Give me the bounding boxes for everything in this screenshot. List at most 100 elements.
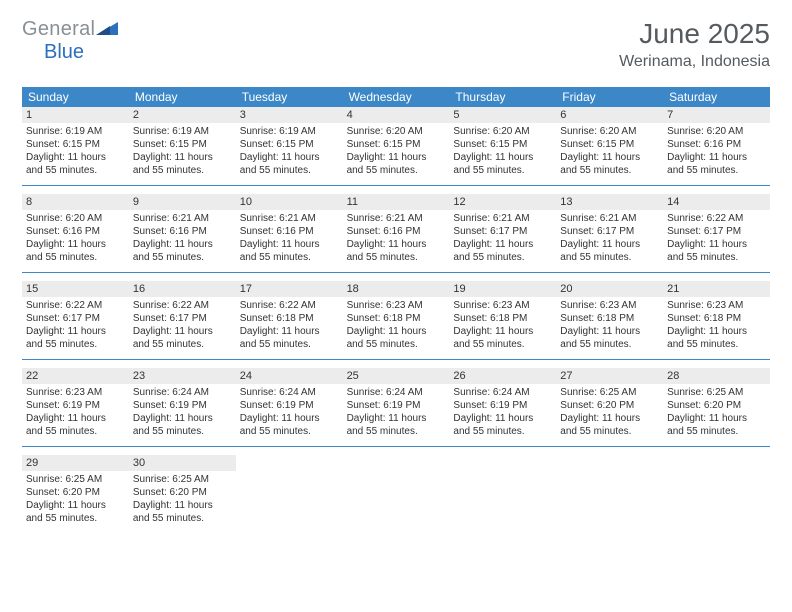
- daylight-line: Daylight: 11 hours and 55 minutes.: [453, 412, 552, 438]
- daylight-line: Daylight: 11 hours and 55 minutes.: [133, 238, 232, 264]
- header: General Blue June 2025 Werinama, Indones…: [22, 18, 770, 71]
- sunset-line: Sunset: 6:16 PM: [667, 138, 766, 151]
- daylight-line: Daylight: 11 hours and 55 minutes.: [26, 238, 125, 264]
- sunrise-line: Sunrise: 6:23 AM: [26, 386, 125, 399]
- sunset-line: Sunset: 6:18 PM: [667, 312, 766, 325]
- sunrise-line: Sunrise: 6:21 AM: [240, 212, 339, 225]
- daylight-line: Daylight: 11 hours and 55 minutes.: [347, 238, 446, 264]
- day-body: Sunrise: 6:20 AMSunset: 6:15 PMDaylight:…: [556, 125, 663, 177]
- day-cell: 17Sunrise: 6:22 AMSunset: 6:18 PMDayligh…: [236, 281, 343, 359]
- daylight-line: Daylight: 11 hours and 55 minutes.: [667, 412, 766, 438]
- day-body: Sunrise: 6:21 AMSunset: 6:17 PMDaylight:…: [449, 212, 556, 264]
- day-body: Sunrise: 6:24 AMSunset: 6:19 PMDaylight:…: [449, 386, 556, 438]
- sunset-line: Sunset: 6:19 PM: [347, 399, 446, 412]
- sunset-line: Sunset: 6:16 PM: [347, 225, 446, 238]
- sunrise-line: Sunrise: 6:19 AM: [133, 125, 232, 138]
- daylight-line: Daylight: 11 hours and 55 minutes.: [347, 151, 446, 177]
- day-body: Sunrise: 6:23 AMSunset: 6:18 PMDaylight:…: [556, 299, 663, 351]
- day-body: Sunrise: 6:23 AMSunset: 6:18 PMDaylight:…: [343, 299, 450, 351]
- day-number: 20: [556, 281, 663, 297]
- sunrise-line: Sunrise: 6:20 AM: [26, 212, 125, 225]
- daylight-line: Daylight: 11 hours and 55 minutes.: [240, 238, 339, 264]
- daylight-line: Daylight: 11 hours and 55 minutes.: [133, 412, 232, 438]
- sunset-line: Sunset: 6:16 PM: [26, 225, 125, 238]
- day-body: Sunrise: 6:24 AMSunset: 6:19 PMDaylight:…: [129, 386, 236, 438]
- day-body: Sunrise: 6:25 AMSunset: 6:20 PMDaylight:…: [129, 473, 236, 525]
- sunset-line: Sunset: 6:15 PM: [347, 138, 446, 151]
- day-cell: 23 Sunrise: 6:24 AMSunset: 6:19 PMDayligh…: [129, 368, 236, 446]
- sunrise-line: Sunrise: 6:25 AM: [560, 386, 659, 399]
- sunrise-line: Sunrise: 6:21 AM: [133, 212, 232, 225]
- weekday-label: Sunday: [22, 87, 129, 107]
- sunrise-line: Sunrise: 6:19 AM: [26, 125, 125, 138]
- day-number: 25: [343, 368, 450, 384]
- day-number: 9: [129, 194, 236, 210]
- daylight-line: Daylight: 11 hours and 55 minutes.: [453, 325, 552, 351]
- daylight-line: Daylight: 11 hours and 55 minutes.: [240, 325, 339, 351]
- sunset-line: Sunset: 6:19 PM: [240, 399, 339, 412]
- weekday-label: Thursday: [449, 87, 556, 107]
- daylight-line: Daylight: 11 hours and 55 minutes.: [26, 325, 125, 351]
- day-body: Sunrise: 6:23 AMSunset: 6:19 PMDaylight:…: [22, 386, 129, 438]
- week-gap: [22, 273, 770, 281]
- daylight-line: Daylight: 11 hours and 55 minutes.: [667, 238, 766, 264]
- sunset-line: Sunset: 6:15 PM: [240, 138, 339, 151]
- day-body: Sunrise: 6:20 AMSunset: 6:15 PMDaylight:…: [343, 125, 450, 177]
- sunset-line: Sunset: 6:15 PM: [560, 138, 659, 151]
- sunrise-line: Sunrise: 6:24 AM: [133, 386, 232, 399]
- sunrise-line: Sunrise: 6:22 AM: [667, 212, 766, 225]
- sunset-line: Sunset: 6:19 PM: [453, 399, 552, 412]
- day-body: Sunrise: 6:20 AMSunset: 6:16 PMDaylight:…: [663, 125, 770, 177]
- day-cell: 8Sunrise: 6:20 AMSunset: 6:16 PMDaylight…: [22, 194, 129, 272]
- day-body: Sunrise: 6:24 AMSunset: 6:19 PMDaylight:…: [236, 386, 343, 438]
- day-body: Sunrise: 6:22 AMSunset: 6:17 PMDaylight:…: [663, 212, 770, 264]
- day-body: Sunrise: 6:22 AMSunset: 6:18 PMDaylight:…: [236, 299, 343, 351]
- day-body: Sunrise: 6:23 AMSunset: 6:18 PMDaylight:…: [663, 299, 770, 351]
- day-body: Sunrise: 6:19 AMSunset: 6:15 PMDaylight:…: [236, 125, 343, 177]
- daylight-line: Daylight: 11 hours and 55 minutes.: [26, 412, 125, 438]
- day-body: Sunrise: 6:22 AMSunset: 6:17 PMDaylight:…: [22, 299, 129, 351]
- day-number: 13: [556, 194, 663, 210]
- day-number: 29: [22, 455, 129, 471]
- sunrise-line: Sunrise: 6:25 AM: [667, 386, 766, 399]
- sunset-line: Sunset: 6:18 PM: [453, 312, 552, 325]
- sunrise-line: Sunrise: 6:19 AM: [240, 125, 339, 138]
- day-number: 6: [556, 107, 663, 123]
- day-number: 16: [129, 281, 236, 297]
- day-cell: 30Sunrise: 6:25 AMSunset: 6:20 PMDayligh…: [129, 455, 236, 533]
- day-cell: 20 Sunrise: 6:23 AMSunset: 6:18 PMDayligh…: [556, 281, 663, 359]
- sunset-line: Sunset: 6:15 PM: [453, 138, 552, 151]
- day-cell: 26 Sunrise: 6:24 AMSunset: 6:19 PMDayligh…: [449, 368, 556, 446]
- day-number: 26: [449, 368, 556, 384]
- week-gap: [22, 447, 770, 455]
- day-cell: .: [663, 455, 770, 533]
- daylight-line: Daylight: 11 hours and 55 minutes.: [560, 238, 659, 264]
- sunrise-line: Sunrise: 6:20 AM: [347, 125, 446, 138]
- weekday-label: Monday: [129, 87, 236, 107]
- daylight-line: Daylight: 11 hours and 55 minutes.: [133, 499, 232, 525]
- day-cell: 11Sunrise: 6:21 AMSunset: 6:16 PMDayligh…: [343, 194, 450, 272]
- location: Werinama, Indonesia: [619, 53, 770, 71]
- daylight-line: Daylight: 11 hours and 55 minutes.: [240, 412, 339, 438]
- day-number: 12: [449, 194, 556, 210]
- day-cell: 29Sunrise: 6:25 AMSunset: 6:20 PMDayligh…: [22, 455, 129, 533]
- title-block: June 2025 Werinama, Indonesia: [619, 18, 770, 71]
- day-number: 2: [129, 107, 236, 123]
- daylight-line: Daylight: 11 hours and 55 minutes.: [453, 151, 552, 177]
- sunset-line: Sunset: 6:17 PM: [133, 312, 232, 325]
- week-row: 1Sunrise: 6:19 AMSunset: 6:15 PMDaylight…: [22, 107, 770, 186]
- daylight-line: Daylight: 11 hours and 55 minutes.: [560, 325, 659, 351]
- day-number: 24: [236, 368, 343, 384]
- sunset-line: Sunset: 6:20 PM: [560, 399, 659, 412]
- day-cell: 19Sunrise: 6:23 AMSunset: 6:18 PMDayligh…: [449, 281, 556, 359]
- day-number: 23: [129, 368, 236, 384]
- sunrise-line: Sunrise: 6:25 AM: [133, 473, 232, 486]
- daylight-line: Daylight: 11 hours and 55 minutes.: [560, 412, 659, 438]
- sunset-line: Sunset: 6:20 PM: [667, 399, 766, 412]
- day-cell: 3Sunrise: 6:19 AMSunset: 6:15 PMDaylight…: [236, 107, 343, 185]
- day-body: Sunrise: 6:25 AMSunset: 6:20 PMDaylight:…: [556, 386, 663, 438]
- day-cell: 12 Sunrise: 6:21 AMSunset: 6:17 PMDayligh…: [449, 194, 556, 272]
- day-cell: 6 Sunrise: 6:20 AMSunset: 6:15 PMDaylight…: [556, 107, 663, 185]
- daylight-line: Daylight: 11 hours and 55 minutes.: [453, 238, 552, 264]
- day-cell: 15Sunrise: 6:22 AMSunset: 6:17 PMDayligh…: [22, 281, 129, 359]
